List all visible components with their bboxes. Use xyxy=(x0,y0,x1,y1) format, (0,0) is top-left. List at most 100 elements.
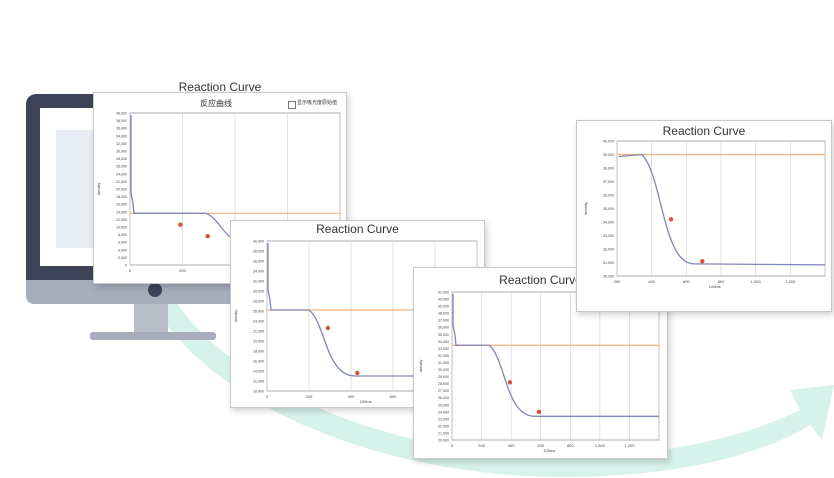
x-tick-label: 1,000 xyxy=(751,279,762,284)
y-tick-label: 30,000 xyxy=(438,368,449,372)
y-tick-label: 0 xyxy=(125,264,127,268)
x-tick-label: 0 xyxy=(451,443,454,448)
checkbox-label: 显示吸光度原始值 xyxy=(297,100,338,106)
y-tick-label: 32,000 xyxy=(253,280,264,284)
y-tick-label: 28,000 xyxy=(116,157,127,161)
y-axis-label: density xyxy=(418,360,423,373)
x-tick-label: 400 xyxy=(348,394,355,399)
x-tick-label: 200 xyxy=(306,394,313,399)
y-tick-label: 26,000 xyxy=(438,396,449,400)
y-tick-label: 36,000 xyxy=(438,326,449,330)
y-tick-label: 14,000 xyxy=(253,370,264,374)
y-tick-label: 20,000 xyxy=(438,439,449,443)
y-tick-label: 40,000 xyxy=(253,240,264,244)
reaction-curve-line xyxy=(452,294,659,417)
reaction-point-marker xyxy=(700,258,705,264)
y-tick-label: 24,000 xyxy=(116,172,127,176)
y-tick-label: 32,000 xyxy=(116,142,127,146)
y-tick-label: 29,000 xyxy=(438,375,449,379)
reaction-curve-line xyxy=(618,153,826,266)
y-tick-label: 38,000 xyxy=(116,119,127,123)
y-axis-label: density xyxy=(233,310,238,323)
reaction-curve-line xyxy=(267,243,477,377)
reaction-point-marker xyxy=(507,380,513,385)
y-tick-label: 24,000 xyxy=(438,410,449,414)
y-tick-label: 38,000 xyxy=(438,312,449,316)
y-tick-label: 25,000 xyxy=(438,403,449,407)
y-tick-label: 31,000 xyxy=(438,361,449,365)
y-tick-label: 30,000 xyxy=(603,275,614,279)
y-tick-label: 6,000 xyxy=(118,241,127,245)
reaction-point-marker xyxy=(325,325,331,331)
y-tick-label: 35,000 xyxy=(438,333,449,337)
y-tick-label: 18,000 xyxy=(253,350,264,354)
x-tick-label: 200 xyxy=(478,443,485,448)
y-tick-label: 34,000 xyxy=(438,340,449,344)
y-tick-label: 16,000 xyxy=(253,360,264,364)
x-tick-label: 0 xyxy=(129,268,132,273)
y-tick-label: 20,000 xyxy=(253,340,264,344)
checkbox-icon[interactable] xyxy=(288,101,296,109)
y-tick-label: 21,000 xyxy=(438,431,449,435)
y-tick-label: 34,000 xyxy=(253,270,264,274)
y-axis-label: density xyxy=(96,183,101,196)
card-title: Reaction Curve xyxy=(662,124,746,138)
inner-chart-title: 反应曲线 xyxy=(200,99,232,108)
x-tick-label: 400 xyxy=(648,279,655,284)
card-title: Reaction Curve xyxy=(178,80,262,94)
y-tick-label: 26,000 xyxy=(253,310,264,314)
y-tick-label: 4,000 xyxy=(118,248,127,252)
y-tick-label: 30,000 xyxy=(116,150,127,154)
y-tick-label: 31,000 xyxy=(603,261,614,265)
y-tick-label: 41,000 xyxy=(438,291,449,295)
y-tick-label: 33,000 xyxy=(603,234,614,238)
y-tick-label: 10,000 xyxy=(253,390,264,394)
x-tick-label: 800 xyxy=(718,279,725,284)
reaction-point-marker xyxy=(205,233,210,239)
y-tick-label: 36,000 xyxy=(603,194,614,198)
y-tick-label: 38,000 xyxy=(253,250,264,254)
x-tick-label: 800 xyxy=(567,443,574,448)
reaction-curve-card-3: Reaction Curve ⋮ 41,00040,00039,00038,00… xyxy=(413,267,668,459)
y-tick-label: 38,000 xyxy=(603,167,614,171)
y-tick-label: 36,000 xyxy=(253,260,264,264)
y-tick-label: 36,000 xyxy=(116,127,127,131)
y-tick-label: 37,000 xyxy=(603,180,614,184)
x-tick-label: 1,000 xyxy=(595,443,606,448)
chart-area: 40,000 39,000 38,000 37,000 36,000 35,000 34,0… xyxy=(583,140,826,289)
y-tick-label: 39,000 xyxy=(438,305,449,309)
plot-frame xyxy=(451,291,660,441)
x-tick-label: 200 xyxy=(614,279,621,284)
y-tick-label: 24,000 xyxy=(253,320,264,324)
y-tick-label: 30,000 xyxy=(253,290,264,294)
y-axis-label: density xyxy=(583,202,588,215)
reaction-point-marker xyxy=(668,217,674,222)
reaction-point-marker xyxy=(355,370,360,376)
y-tick-label: 35,000 xyxy=(603,207,614,211)
chart-area: 41,000 40,000 39,000 38,000 37,000 36,000 35,0… xyxy=(418,291,660,453)
x-tick-label: 600 xyxy=(390,394,397,399)
card-title: Reaction Curve xyxy=(316,222,399,236)
y-tick-label: 40,000 xyxy=(116,112,127,116)
x-tick-label: 0 xyxy=(266,394,269,399)
y-tick-label: 33,000 xyxy=(438,347,449,351)
x-tick-label: 600 xyxy=(683,279,690,284)
y-tick-label: 32,000 xyxy=(438,354,449,358)
y-tick-label: 26,000 xyxy=(116,165,127,169)
y-tick-label: 14,000 xyxy=(116,210,127,214)
y-tick-label: 8,000 xyxy=(118,233,127,237)
y-tick-label: 22,000 xyxy=(253,330,264,334)
y-tick-label: 12,000 xyxy=(253,380,264,384)
y-tick-label: 34,000 xyxy=(116,134,127,138)
y-tick-label: 32,000 xyxy=(603,248,614,252)
x-tick-label: 400 xyxy=(508,443,515,448)
y-tick-label: 39,000 xyxy=(603,153,614,157)
y-tick-label: 16,000 xyxy=(116,203,127,207)
y-tick-label: 22,000 xyxy=(438,424,449,428)
y-tick-label: 28,000 xyxy=(438,382,449,386)
reaction-curve-card-4: Reaction Curve 40,000 39,000 38,000 37,000 3… xyxy=(576,120,832,312)
y-tick-label: 10,000 xyxy=(116,226,127,230)
x-tick-label: 1,200 xyxy=(785,279,796,284)
y-tick-label: 23,000 xyxy=(438,417,449,421)
